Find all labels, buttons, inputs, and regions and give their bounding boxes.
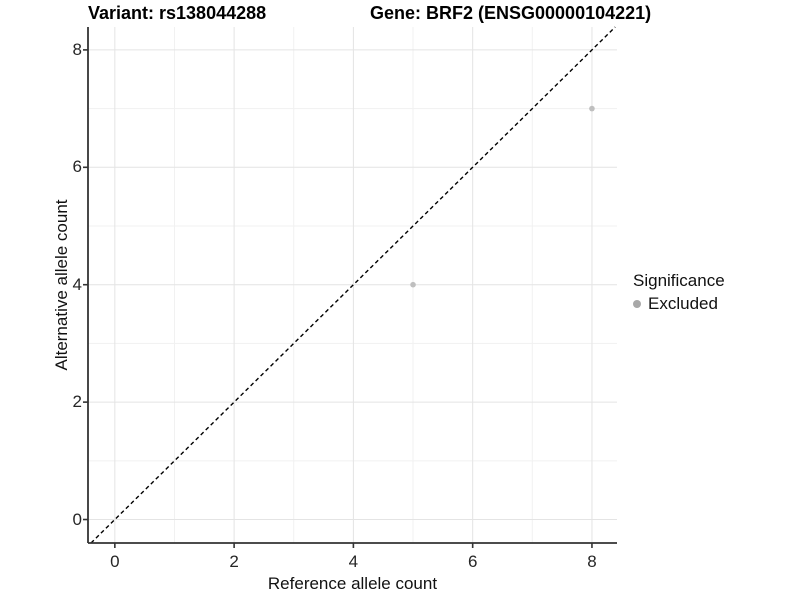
data-point-excluded — [410, 281, 416, 288]
y-tick-label: 2 — [72, 392, 82, 412]
y-tick-label: 4 — [72, 274, 82, 294]
plot-panel — [83, 26, 617, 548]
legend-title: Significance — [633, 271, 725, 290]
x-tick-label: 8 — [587, 552, 597, 571]
variant-title: Variant: rs138044288 — [88, 3, 267, 23]
identity-line — [90, 26, 616, 544]
y-tick-label: 0 — [72, 509, 82, 529]
scatter-plot-area — [83, 26, 617, 548]
legend-item-excluded: Excluded — [633, 294, 725, 314]
x-axis-title: Reference allele count — [267, 574, 438, 593]
x-tick-label: 2 — [229, 552, 239, 571]
x-tick-label: 6 — [467, 552, 478, 571]
y-tick-label: 8 — [72, 39, 82, 59]
y-tick-label: 6 — [72, 157, 82, 177]
y-axis-title: Alternative allele count — [52, 199, 71, 371]
x-tick-label: 4 — [348, 552, 359, 571]
legend: Significance Excluded — [633, 271, 725, 314]
gene-title: Gene: BRF2 (ENSG00000104221) — [370, 3, 652, 23]
excluded-point-icon — [633, 300, 641, 308]
legend-item-label: Excluded — [648, 294, 718, 313]
data-point-excluded — [589, 105, 595, 112]
x-tick-label: 0 — [110, 552, 120, 571]
